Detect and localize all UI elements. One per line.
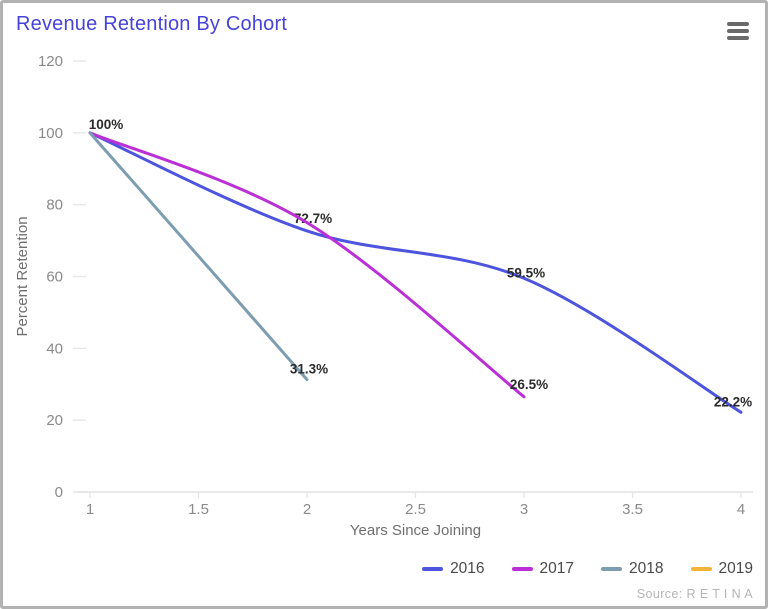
- legend-label: 2016: [450, 560, 485, 577]
- x-axis: 1 1.5 2 2.5 3 3.5 4: [78, 491, 753, 518]
- x-tick-label: 3: [520, 501, 528, 518]
- data-point-label: 31.3%: [290, 362, 328, 377]
- source-credit: Source: R E T I N A: [636, 587, 753, 601]
- legend-item-2018[interactable]: 2018: [601, 560, 664, 578]
- data-point-label: 59.5%: [507, 265, 545, 280]
- retention-line-chart: 0 20 40 60 80 100 120 1 1.5 2 2.5 3 3.5 4 Years Since …: [14, 53, 753, 539]
- x-tick-label: 2: [303, 501, 311, 518]
- y-tick-label: 120: [38, 53, 63, 70]
- legend-swatch-icon: [690, 567, 712, 571]
- x-axis-title: Years Since Joining: [350, 522, 481, 539]
- x-tick-label: 1.5: [188, 501, 209, 518]
- chart-menu-button[interactable]: [727, 20, 751, 42]
- legend-item-2017[interactable]: 2017: [511, 560, 575, 578]
- legend-swatch-icon: [601, 567, 623, 571]
- y-tick-label: 100: [38, 125, 63, 142]
- series-line-2016: [88, 131, 743, 414]
- data-point-label: 22.2%: [714, 394, 752, 409]
- legend-swatch-icon: [511, 567, 533, 571]
- y-tick-label: 0: [55, 484, 63, 501]
- hamburger-menu-icon: [727, 29, 749, 33]
- y-tick-label: 20: [46, 412, 63, 429]
- legend-item-2019[interactable]: 2019: [690, 560, 753, 578]
- legend-swatch-icon: [422, 567, 444, 571]
- legend-label: 2017: [539, 560, 575, 577]
- chart-legend: 2016 2017 2018 2019: [422, 560, 753, 578]
- x-tick-label: 4: [737, 501, 745, 518]
- x-tick-label: 3.5: [622, 501, 643, 518]
- legend-label: 2018: [629, 560, 664, 577]
- y-tick-label: 80: [46, 197, 63, 214]
- legend-label: 2019: [718, 560, 753, 577]
- series-line-2018: [88, 131, 309, 382]
- y-tick-label: 40: [46, 340, 63, 357]
- y-tick-label: 60: [46, 269, 63, 286]
- hamburger-menu-icon: [727, 36, 749, 40]
- x-tick-label: 1: [86, 501, 94, 518]
- y-axis: 0 20 40 60 80 100 120: [38, 53, 86, 501]
- series-line-2017: [88, 131, 526, 399]
- page-title: Revenue Retention By Cohort: [16, 13, 288, 35]
- hamburger-menu-icon: [727, 22, 749, 26]
- data-point-label: 26.5%: [510, 377, 548, 392]
- x-tick-label: 2.5: [405, 501, 426, 518]
- legend-item-2016[interactable]: 2016: [422, 560, 485, 578]
- y-axis-title: Percent Retention: [14, 216, 31, 336]
- data-point-label: 100%: [89, 117, 124, 132]
